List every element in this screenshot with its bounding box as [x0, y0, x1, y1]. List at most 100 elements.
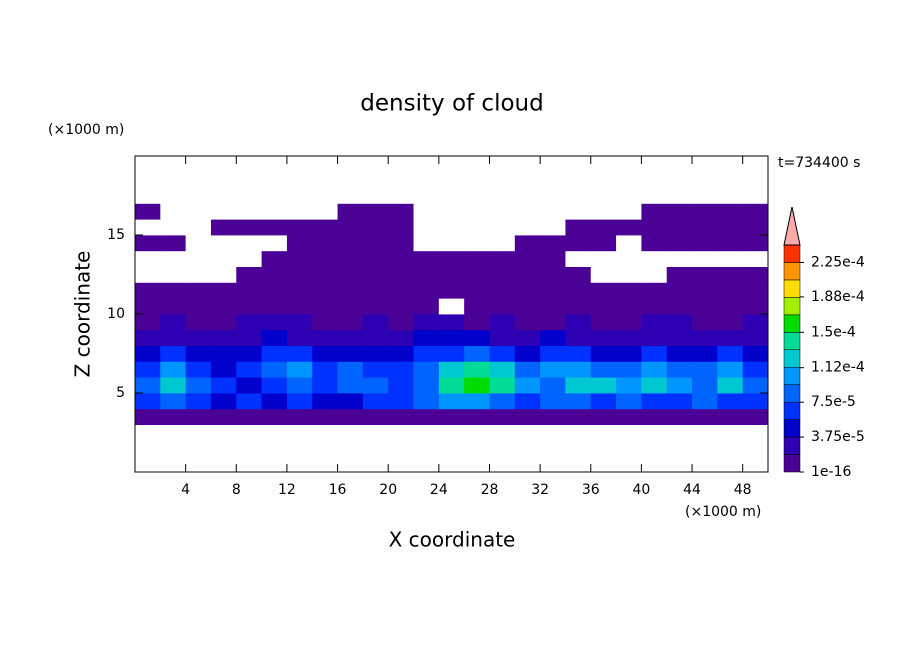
contour-cell [337, 266, 364, 283]
contour-cell [641, 203, 668, 220]
contour-cell [362, 266, 389, 283]
contour-cell [590, 250, 617, 267]
contour-cell [514, 408, 541, 425]
contour-cell [413, 329, 440, 346]
contour-cell [742, 171, 769, 188]
contour-cell [590, 235, 617, 252]
x-axis-label: X coordinate [389, 528, 516, 552]
contour-cell [641, 408, 668, 425]
contour-cell [616, 187, 642, 204]
contour-cell [286, 456, 313, 473]
contour-cell [590, 345, 617, 362]
contour-cell [185, 456, 212, 473]
contour-cell [742, 440, 769, 457]
contour-cell [742, 266, 769, 283]
contour-cell [312, 203, 338, 220]
x-tick-label: 36 [582, 482, 600, 498]
x-unit: (×1000 m) [685, 504, 761, 520]
contour-cell [286, 345, 313, 362]
contour-cell [413, 393, 440, 410]
contour-cell [160, 203, 187, 220]
contour-cell [489, 298, 516, 315]
contour-cell [261, 393, 288, 410]
contour-cell [438, 298, 465, 315]
contour-cell [413, 203, 440, 220]
contour-cell [337, 408, 364, 425]
contour-cell [590, 171, 617, 188]
colorbar-band [783, 454, 801, 473]
contour-cell [160, 187, 187, 204]
contour-cell [565, 314, 592, 331]
colorbar-tick-label: 1.5e-4 [811, 324, 856, 340]
contour-cell [185, 440, 212, 457]
contour-cell [742, 424, 769, 441]
contour-cell [286, 361, 313, 378]
contour-cell [312, 314, 338, 331]
contour-cell [438, 329, 465, 346]
contour-cell [616, 377, 642, 394]
contour-cell [717, 235, 744, 252]
contour-cell [312, 156, 338, 173]
contour-cell [312, 282, 338, 299]
contour-cell [413, 440, 440, 457]
contour-cell [692, 219, 718, 236]
contour-cell [692, 361, 718, 378]
contour-cell [160, 282, 187, 299]
contour-cell [540, 298, 566, 315]
contour-cell [666, 156, 693, 173]
contour-cell [692, 377, 718, 394]
contour-cell [692, 156, 718, 173]
colorbar-tick-label: 3.75e-5 [811, 429, 865, 445]
contour-cell [160, 329, 187, 346]
contour-cell [692, 408, 718, 425]
contour-cell [666, 377, 693, 394]
contour-cell [160, 345, 187, 362]
contour-cell [616, 393, 642, 410]
contour-cell [464, 361, 490, 378]
contour-cell [160, 250, 187, 267]
x-tick-label: 8 [232, 482, 241, 498]
contour-cell [210, 250, 237, 267]
contour-cell [135, 393, 161, 410]
contour-cell [540, 408, 566, 425]
contour-cell [210, 282, 237, 299]
contour-cell [286, 203, 313, 220]
contour-cell [717, 203, 744, 220]
contour-cell [388, 156, 414, 173]
contour-cell [666, 424, 693, 441]
contour-cell [464, 235, 490, 252]
contour-cell [464, 424, 490, 441]
contour-cell [210, 424, 237, 441]
contour-cell [261, 408, 288, 425]
contour-cell [438, 345, 465, 362]
contour-cell [464, 250, 490, 267]
contour-cell [388, 456, 414, 473]
contour-cell [514, 235, 541, 252]
colorbar-band [783, 436, 801, 455]
contour-cell [362, 377, 389, 394]
contour-cell [160, 377, 187, 394]
contour-cell [565, 203, 592, 220]
contour-cell [337, 171, 364, 188]
contour-cell [210, 456, 237, 473]
contour-cell [286, 440, 313, 457]
contour-cell [641, 219, 668, 236]
contour-cell [438, 250, 465, 267]
contour-cell [464, 298, 490, 315]
contour-cell [742, 408, 769, 425]
contour-cell [135, 345, 161, 362]
contour-cell [489, 250, 516, 267]
contour-cell [413, 171, 440, 188]
contour-cell [565, 408, 592, 425]
contour-cell [160, 408, 187, 425]
colorbar-band [783, 244, 801, 263]
contour-cell [641, 345, 668, 362]
contour-cell [286, 282, 313, 299]
contour-cell [692, 440, 718, 457]
contour-cell [717, 156, 744, 173]
contour-cell [666, 408, 693, 425]
contour-cell [742, 298, 769, 315]
contour-cell [438, 187, 465, 204]
contour-cell [692, 235, 718, 252]
x-tick-label: 28 [481, 482, 499, 498]
